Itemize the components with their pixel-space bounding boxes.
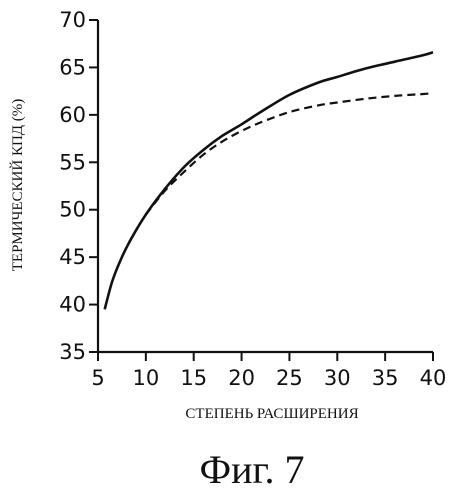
x-tick-label: 25	[276, 366, 303, 390]
series-line-solid	[105, 52, 433, 309]
x-axis-title: СТЕПЕНЬ РАСШИРЕНИЯ	[185, 406, 358, 422]
x-tick-label: 30	[324, 366, 351, 390]
x-tick-label: 35	[372, 366, 399, 390]
x-tick-label: 20	[228, 366, 255, 390]
y-tick-label: 40	[59, 293, 86, 317]
series-line-dashed	[146, 93, 433, 215]
series-layer	[105, 52, 433, 309]
y-tick-label: 65	[59, 55, 86, 79]
y-tick-label: 70	[59, 8, 86, 32]
y-tick-label: 35	[59, 340, 86, 364]
x-tick-label: 40	[420, 366, 447, 390]
y-tick-label: 50	[59, 198, 86, 222]
figure-caption: Фиг. 7	[200, 447, 305, 492]
y-tick-label: 45	[59, 245, 86, 269]
ticks-layer: 35 40 45 50 55 60 65 70 5 10 15 20 25 30 35 40	[59, 8, 446, 390]
y-tick-label: 60	[59, 103, 86, 127]
x-tick-label: 5	[91, 366, 104, 390]
y-tick-label: 55	[59, 150, 86, 174]
y-axis-title: ТЕРМИЧЕСКИЙ КПД (%)	[9, 99, 26, 271]
x-tick-label: 10	[132, 366, 159, 390]
x-tick-label: 15	[180, 366, 207, 390]
